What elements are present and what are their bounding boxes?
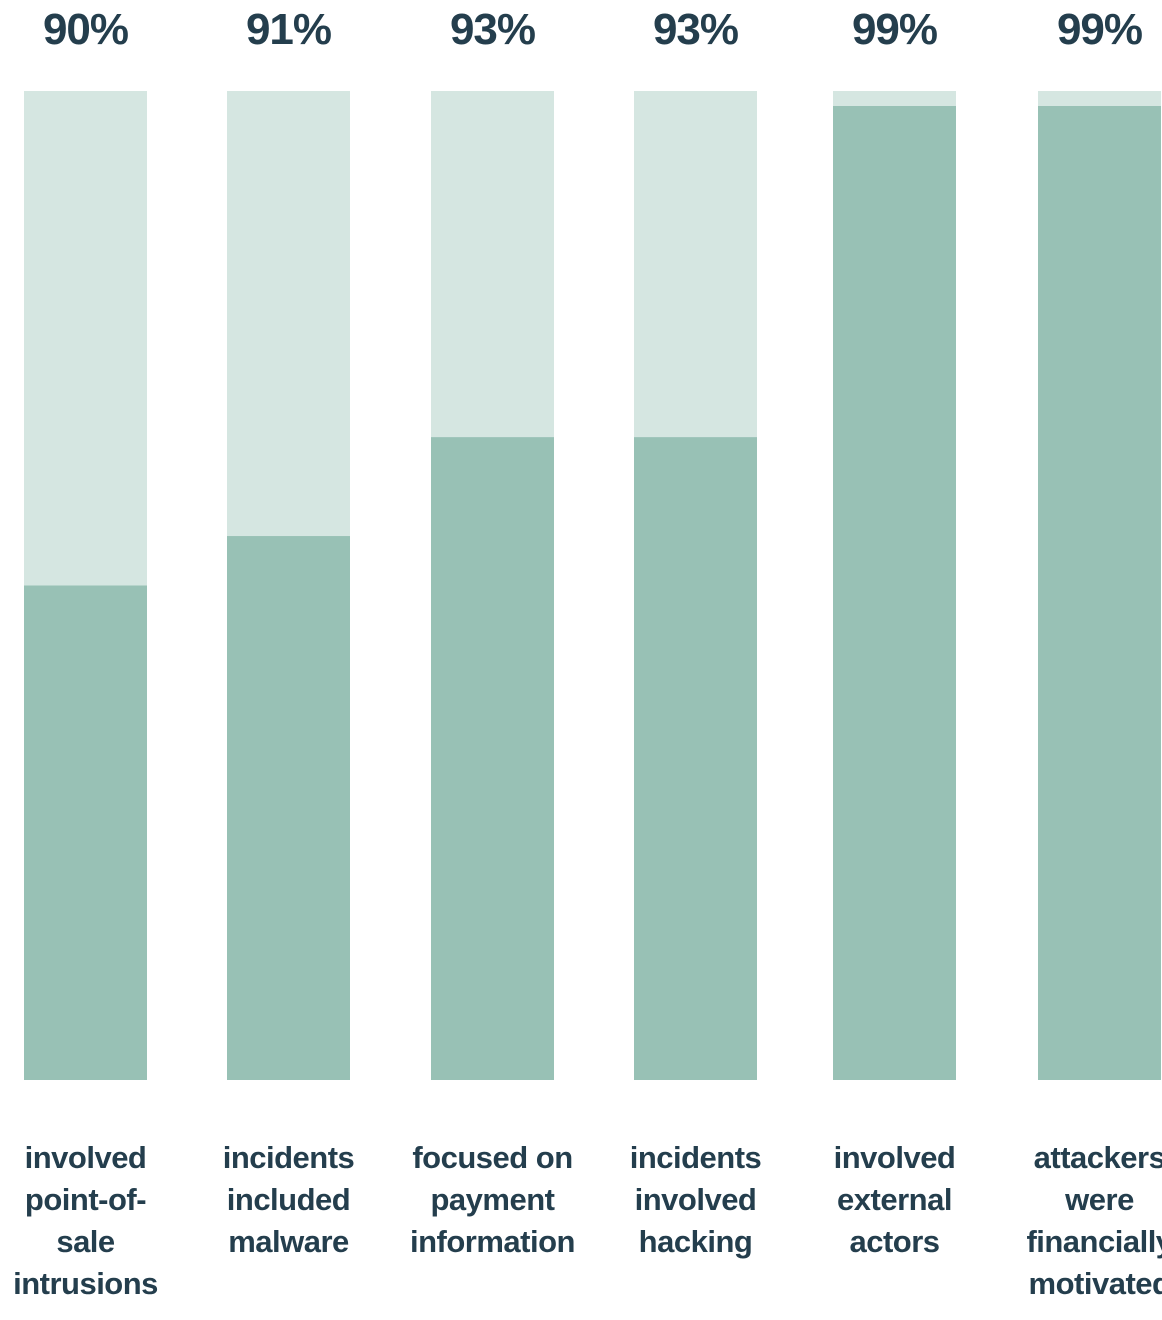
category-label-line: actors [849,1224,939,1259]
category-label-line: external [837,1182,952,1217]
category-label-line: attackers [1034,1140,1162,1175]
category-label-line: malware [228,1224,349,1259]
category-label-line: payment [431,1182,555,1217]
category-label-line: point-of- [25,1182,146,1217]
category-label-line: financially [1026,1224,1162,1259]
category-label: involved external actors [834,1140,956,1259]
value-label: 99% [852,5,937,54]
category-label: incidents involved hacking [630,1140,762,1259]
category-label-line: involved [25,1140,147,1175]
category-label-line: hacking [639,1224,753,1259]
category-label-line: focused on [412,1140,572,1175]
bar [833,106,956,1080]
category-label-line: motivated [1029,1266,1162,1301]
bar [24,585,147,1080]
bar [634,437,757,1080]
bars-group [24,91,1161,1080]
category-label-line: information [410,1224,575,1259]
value-label: 93% [450,5,535,54]
category-label-line: incidents [223,1140,355,1175]
category-label-line: intrusions [13,1266,158,1301]
category-label: focused on payment information [410,1140,575,1259]
value-labels-group: 90% 91% 93% 93% 99% 99% [43,5,1143,54]
category-label-line: incidents [630,1140,762,1175]
category-label: attackers were financially motivated [1026,1140,1162,1301]
bar [227,536,350,1080]
category-label-line: involved [834,1140,956,1175]
category-labels-group: involved point-of-sale intrusions incidents… [13,1140,1162,1301]
value-label: 91% [246,5,331,54]
value-label: 93% [653,5,738,54]
category-label-line: sale [56,1224,115,1259]
value-label: 99% [1057,5,1142,54]
category-label-line: were [1064,1182,1134,1217]
category-label: incidents included malware [223,1140,355,1259]
category-label: involved point-of-sale intrusions [13,1140,158,1301]
bar [1038,106,1161,1080]
value-label: 90% [43,5,128,54]
bar [431,437,554,1080]
category-label-line: included [227,1182,350,1217]
category-label-line: involved [635,1182,757,1217]
